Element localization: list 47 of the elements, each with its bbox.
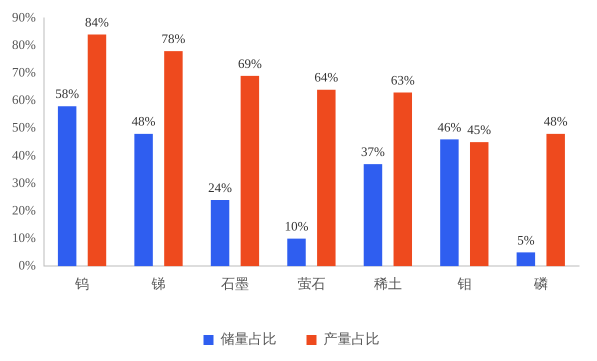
data-label: 37% (361, 144, 386, 160)
bar (240, 76, 260, 266)
data-label: 48% (544, 114, 568, 129)
data-label: 69% (238, 56, 262, 71)
data-label: 78% (161, 31, 186, 46)
y-tick-label: 40% (12, 147, 36, 162)
bar (287, 238, 306, 266)
y-tick-label: 90% (12, 9, 36, 24)
legend-label: 产量占比 (324, 332, 380, 348)
data-label: 63% (390, 72, 415, 88)
y-tick-label: 60% (12, 92, 36, 108)
y-tick-label: 0% (18, 258, 36, 273)
data-label: 48% (132, 114, 156, 129)
bar (58, 106, 76, 266)
bar (470, 142, 488, 266)
bar (134, 134, 153, 266)
data-label: 5% (517, 232, 535, 248)
y-tick-label: 80% (12, 37, 36, 52)
data-label: 84% (85, 14, 110, 30)
x-tick-label: 萤石 (297, 276, 326, 292)
y-tick-label: 70% (12, 64, 36, 80)
bar (546, 134, 565, 266)
x-tick-label: 钼 (456, 276, 472, 292)
bar (210, 200, 230, 266)
bar (440, 139, 459, 266)
bar (364, 164, 382, 266)
y-tick-label: 10% (12, 230, 36, 246)
x-tick-label: 钨 (74, 276, 90, 292)
bar (164, 51, 183, 266)
bar (317, 90, 336, 266)
bar (516, 252, 536, 266)
legend-label: 储量占比 (220, 332, 276, 348)
data-label: 64% (314, 70, 338, 85)
bar (394, 92, 412, 266)
bar (88, 34, 106, 266)
y-tick-label: 30% (12, 174, 36, 190)
data-label: 24% (208, 180, 232, 195)
data-label: 58% (55, 86, 80, 102)
x-tick-label: 磷 (532, 276, 548, 292)
y-tick-label: 50% (12, 120, 36, 135)
x-tick-label: 锑 (150, 276, 166, 292)
data-label: 45% (467, 122, 492, 138)
data-label: 46% (437, 119, 462, 134)
x-tick-label: 稀土 (374, 276, 402, 292)
data-label: 10% (284, 218, 309, 234)
x-tick-label: 石墨 (220, 276, 249, 292)
y-tick-label: 20% (12, 202, 36, 218)
